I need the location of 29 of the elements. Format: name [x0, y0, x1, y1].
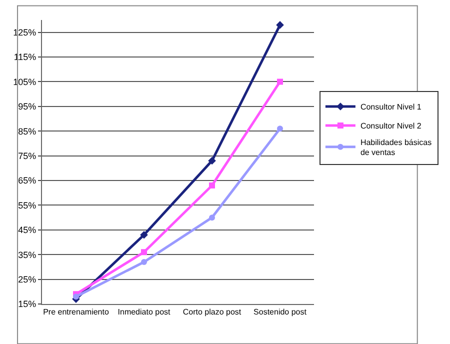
y-tick-label: 65% — [18, 176, 36, 186]
y-tick-label: 45% — [18, 225, 36, 236]
x-tick-label: Pre entrenamiento — [43, 308, 110, 317]
y-tick-label: 25% — [18, 274, 36, 284]
x-tick-label: Inmediato post — [118, 308, 172, 317]
y-tick-label: 125% — [13, 28, 36, 38]
x-tick-label: Corto plazo post — [182, 308, 242, 317]
point — [140, 230, 148, 239]
y-tick-label: 15% — [18, 299, 36, 310]
point — [209, 182, 215, 188]
point — [277, 78, 283, 85]
legend-label: Consultor Nivel 2 — [360, 122, 422, 131]
point — [209, 214, 215, 221]
point — [141, 249, 147, 256]
point — [277, 126, 283, 132]
y-tick-label: 105% — [13, 76, 36, 87]
x-tick-label: Sostenido post — [254, 308, 308, 317]
legend-label: Habilidades básicas de ventas — [360, 138, 432, 158]
point — [276, 21, 284, 29]
y-tick-label: 75% — [18, 150, 36, 161]
y-tick-label: 55% — [18, 200, 36, 210]
y-tick-label: 35% — [18, 250, 36, 260]
y-tick-label: 85% — [18, 126, 36, 136]
point — [141, 259, 147, 266]
point — [73, 294, 79, 300]
y-tick-label: 115% — [14, 52, 36, 62]
legend-label: Consultor Nivel 1 — [360, 102, 422, 112]
point — [208, 156, 216, 165]
y-tick-label: 95% — [18, 102, 36, 112]
